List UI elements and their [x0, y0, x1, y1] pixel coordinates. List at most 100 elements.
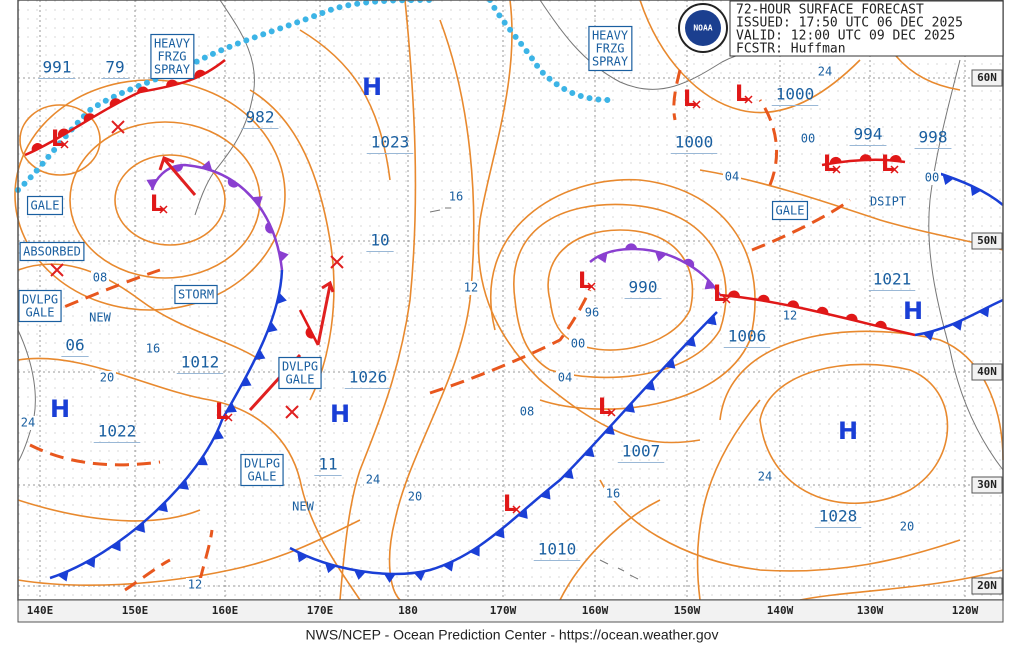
low-cross [159, 205, 168, 214]
note: NEW [292, 500, 314, 514]
longitude-label: 170E [307, 604, 334, 617]
high-center: H [838, 417, 858, 445]
header-issued: ISSUED: 17:50 UTC 06 DEC 2025 [736, 16, 963, 31]
latitude-label: 40N [977, 365, 997, 378]
low-center: L [215, 400, 229, 425]
warm-front [719, 293, 916, 337]
header-frame [729, 0, 1004, 57]
longitude-label: 140E [27, 604, 54, 617]
warning-text: FRZG [596, 42, 625, 56]
low-center: L [713, 282, 727, 307]
front-triangle [704, 279, 716, 290]
isobar-label: 16 [146, 342, 160, 356]
low-cross [832, 165, 841, 174]
map-labels: 60N 50N 40N 30N 20N H H H H H L L L L L L L L L L L 991 79 982 1… [18, 25, 1003, 595]
isobar-label: 16 [449, 190, 463, 204]
front-triangle [267, 321, 278, 333]
front-triangle [276, 292, 287, 305]
cross [285, 405, 299, 419]
front-triangle [354, 569, 366, 580]
warning-text: FRZG [158, 50, 187, 64]
warning-text: GALE [26, 306, 55, 320]
low-center: L [598, 395, 612, 420]
isobar-label: 08 [520, 405, 534, 419]
central-pressure: 1021 [873, 270, 912, 289]
isobar-label: 00 [801, 132, 815, 146]
isobar-label: 04 [558, 371, 572, 385]
central-pressure: 991 [43, 58, 72, 77]
isobar-label-bg [799, 132, 817, 146]
front-semicircle [227, 178, 239, 188]
note: NEW [89, 311, 111, 325]
low-cross [512, 505, 521, 514]
front-triangle [240, 375, 252, 387]
isobar-label: 24 [21, 416, 35, 430]
latitude-label: 60N [977, 71, 997, 84]
longitude-label: 160E [212, 604, 239, 617]
cross [111, 120, 125, 134]
front-triangle [178, 479, 189, 490]
front-semicircle [31, 143, 44, 152]
central-pressure: 1010 [538, 540, 577, 559]
front-semicircle [829, 156, 842, 164]
front-semicircle [859, 154, 872, 161]
footer: NWS/NCEP - Ocean Prediction Center - htt… [306, 627, 719, 643]
cold-front [49, 269, 284, 580]
warning-frame [150, 33, 195, 80]
front-triangle [200, 160, 213, 171]
warning-text: GALE [776, 204, 805, 218]
note: DSIPT [870, 195, 906, 209]
latitude-label: 30N [977, 478, 997, 491]
warning-box: ABSORBED [19, 241, 85, 262]
isobar-label-bg [569, 337, 587, 351]
warning-text: GALE [248, 470, 277, 484]
high-center: H [903, 297, 923, 325]
isobar-label-bg [462, 281, 480, 295]
motion-crosses [50, 120, 344, 419]
low-center: L [881, 152, 895, 177]
isobar-label: 00 [925, 171, 939, 185]
front-triangle [297, 551, 309, 563]
front-triangle [596, 252, 608, 263]
front-semicircle [845, 313, 858, 322]
longitude-label: 120W [952, 604, 979, 617]
isobar-label-bg [447, 190, 465, 204]
low-cross [60, 140, 69, 149]
longitude-label: 180 [398, 604, 418, 617]
front-triangle [583, 446, 595, 458]
front-triangle [157, 501, 168, 513]
cross [330, 255, 344, 269]
warning-text: DVLPG [282, 360, 318, 374]
isobars [14, 0, 1004, 601]
isobar-label-bg [923, 171, 941, 185]
front-semicircle [889, 155, 902, 162]
occluded-front [589, 247, 722, 296]
front-triangle [57, 570, 69, 582]
front-triangle [383, 573, 396, 583]
isobar-label-bg [781, 309, 799, 323]
warning-text: HEAVY [592, 29, 629, 43]
front-triangle [251, 196, 263, 207]
isobar-label-bg [186, 578, 204, 592]
front-triangle [705, 314, 717, 326]
warning-frame [588, 25, 633, 72]
longitude-label: 150W [674, 604, 701, 617]
front-triangle [654, 251, 667, 262]
isobar-label: 04 [725, 170, 739, 184]
warning-frame [26, 195, 64, 216]
central-pressure: 1026 [349, 368, 388, 387]
front-semicircle [109, 98, 121, 108]
isobar-label: 20 [900, 520, 914, 534]
isobar-label-bg [406, 490, 424, 504]
low-cross [224, 413, 233, 422]
low-center: L [150, 192, 164, 217]
warning-frame [19, 241, 85, 262]
front-triangle [469, 545, 480, 557]
low-cross [587, 282, 596, 291]
isobar-label-bg [98, 371, 116, 385]
front-triangle [254, 349, 266, 360]
front-triangle [278, 250, 289, 263]
